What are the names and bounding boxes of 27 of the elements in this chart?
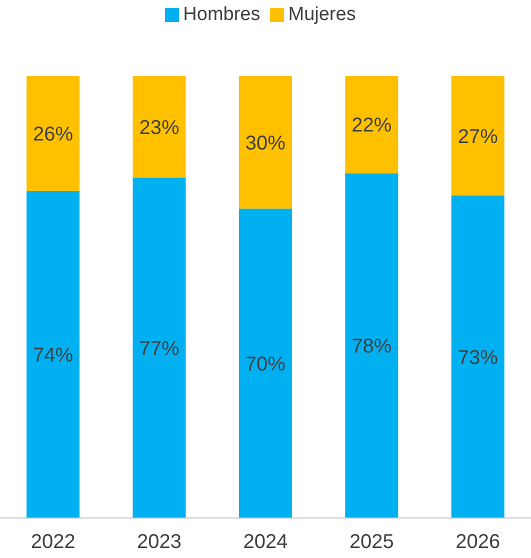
data-label: 78% [352, 336, 392, 358]
bar [238, 208, 292, 518]
bar [345, 76, 398, 174]
x-tick-label: 2024 [243, 531, 288, 554]
bar [132, 178, 186, 518]
x-tick-label: 2022 [30, 531, 76, 554]
x-tick-label: 2026 [456, 531, 500, 554]
data-label: 77% [139, 338, 180, 360]
bar [26, 190, 80, 518]
legend-label: Mujeres [288, 4, 356, 25]
bar [345, 173, 398, 518]
data-label: 22% [352, 114, 392, 137]
legend-label: Hombres [183, 4, 260, 25]
x-tick-label: 2023 [137, 531, 182, 554]
x-tick-label: 2025 [349, 531, 394, 554]
data-label: 70% [245, 353, 286, 376]
bar [451, 76, 504, 196]
data-label: 30% [245, 132, 286, 154]
data-label: 74% [33, 344, 74, 367]
data-label: 73% [458, 346, 498, 369]
bar [132, 76, 186, 178]
data-label: 27% [458, 126, 498, 148]
bar [451, 195, 504, 518]
data-label: 26% [33, 124, 74, 146]
data-label: 23% [139, 116, 180, 139]
bar [238, 76, 292, 209]
bar [26, 76, 80, 191]
